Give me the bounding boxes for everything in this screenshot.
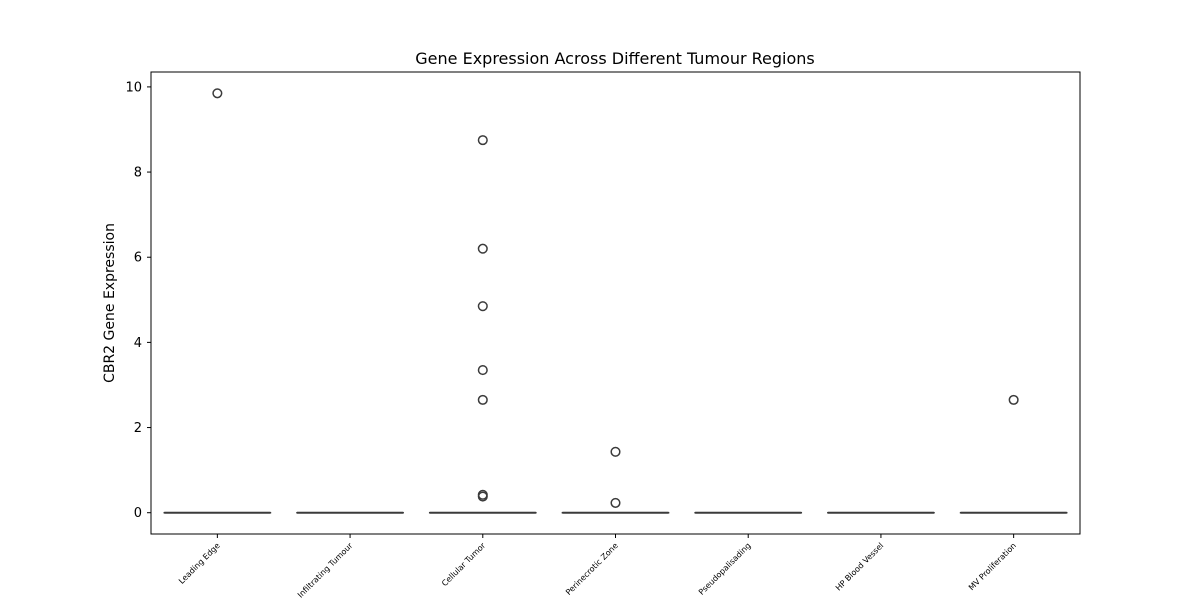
outlier-point [477,491,488,502]
y-tick-label: 4 [134,336,142,351]
y-tick-label: 8 [134,166,142,181]
outlier-point [477,301,488,312]
x-tick-label: HP Blood Vessel [834,541,885,592]
outlier-point [610,497,621,508]
x-tick-label: MV Proliferation [967,541,1018,592]
y-tick-label: 6 [134,251,142,266]
outlier-point [477,394,488,405]
x-tick-label: Perinecrotic Zone [564,541,620,597]
x-tick-label: Pseudopalisading [697,541,753,597]
x-tick-label: Cellular Tumor [440,541,488,589]
outlier-point [477,135,488,146]
y-tick-label: 10 [125,80,142,95]
chart-title: Gene Expression Across Different Tumour … [415,49,814,68]
outlier-point [477,243,488,254]
x-tick-label: Leading Edge [177,541,222,586]
outlier-point [212,88,223,99]
outlier-point [1008,394,1019,405]
plot-area: 0 2 4 6 8 10 Leading Edge Infiltrating Tumour Ce… [125,80,1068,600]
plot-frame [150,71,1081,535]
outlier-point [477,365,488,376]
y-tick-label: 2 [134,421,142,436]
y-axis-label: CBR2 Gene Expression [102,223,118,383]
x-tick-label: Infiltrating Tumour [296,541,355,600]
y-tick-label: 0 [134,506,142,521]
outlier-point [610,446,621,457]
